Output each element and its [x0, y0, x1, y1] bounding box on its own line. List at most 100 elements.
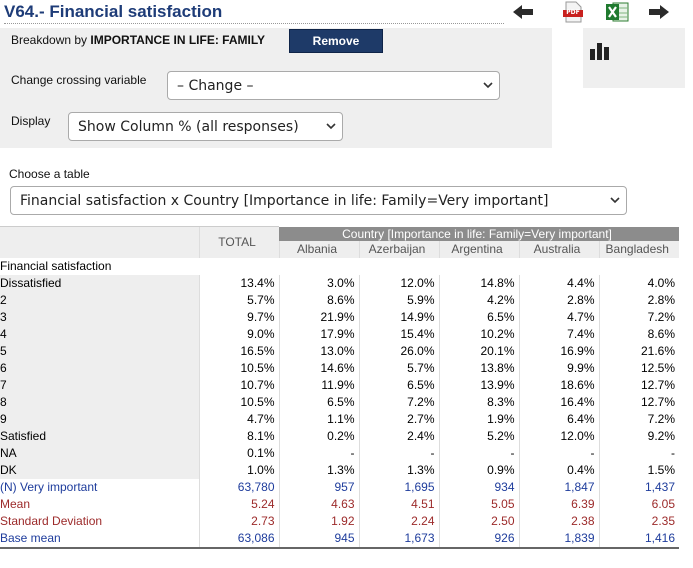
total-cell: 10.7% — [198, 376, 279, 394]
value-cell: 18.6% — [518, 376, 599, 394]
page-title: V64.- Financial satisfaction — [4, 2, 223, 21]
value-cell: 6.5% — [438, 308, 519, 326]
value-cell: 2.50 — [438, 512, 519, 530]
total-cell: 13.4% — [198, 274, 279, 292]
value-cell: 2.8% — [598, 291, 679, 309]
arrow-left-icon[interactable] — [509, 0, 537, 24]
value-cell: 957 — [278, 478, 359, 496]
value-cell: 5.2% — [438, 427, 519, 445]
crossing-select[interactable]: – Change – — [167, 71, 500, 100]
table-row: DK 1.0% 1.3% 1.3% 0.9% 0.4% 1.5% — [0, 461, 679, 479]
total-cell: 63,086 — [198, 529, 279, 549]
total-cell: 4.7% — [198, 410, 279, 428]
column-header[interactable]: Azerbaijan — [358, 240, 439, 258]
row-label: 7 — [0, 376, 199, 394]
column-header[interactable]: Albania — [278, 240, 359, 258]
total-cell: 0.1% — [198, 444, 279, 462]
value-cell: 1.92 — [278, 512, 359, 530]
value-cell: 1.3% — [358, 461, 439, 479]
chevron-down-icon — [477, 79, 499, 92]
row-label: Mean — [0, 496, 31, 511]
row-label: (N) Very important — [0, 479, 98, 494]
value-cell: 4.2% — [438, 291, 519, 309]
row-label: 4 — [0, 325, 199, 343]
value-cell: 14.8% — [438, 274, 519, 292]
value-cell: 926 — [438, 529, 519, 549]
value-cell: - — [518, 444, 599, 462]
table-value: Financial satisfaction x Country [Import… — [20, 192, 549, 209]
arrow-right-icon[interactable] — [645, 0, 673, 24]
value-cell: 9.2% — [598, 427, 679, 445]
toolbar: PDF — [505, 0, 693, 24]
display-select[interactable]: Show Column % (all responses) — [68, 112, 343, 141]
table-row: NA 0.1% - - - - - — [0, 444, 679, 462]
value-cell: 1.9% — [438, 410, 519, 428]
value-cell: 1,673 — [358, 529, 439, 549]
value-cell: 5.05 — [438, 495, 519, 513]
column-header[interactable]: Bangladesh — [598, 240, 679, 258]
chevron-down-icon — [604, 194, 626, 207]
value-cell: 26.0% — [358, 342, 439, 360]
total-cell: 1.0% — [198, 461, 279, 479]
column-header[interactable]: Argentina — [438, 240, 519, 258]
value-cell: 13.0% — [278, 342, 359, 360]
excel-icon[interactable] — [603, 0, 631, 24]
value-cell: 7.2% — [358, 393, 439, 411]
page-title-bar: V64.- Financial satisfaction — [4, 1, 504, 24]
remove-button[interactable]: Remove — [289, 29, 383, 53]
total-cell: 5.7% — [198, 291, 279, 309]
total-cell: 2.73 — [198, 512, 279, 530]
table-select[interactable]: Financial satisfaction x Country [Import… — [10, 186, 627, 215]
table-body: Financial satisfaction Dissatisfied 13.4%… — [0, 258, 679, 549]
value-cell: 1,847 — [518, 478, 599, 496]
row-label: 5 — [0, 342, 199, 360]
value-cell: 2.38 — [518, 512, 599, 530]
value-cell: 6.4% — [518, 410, 599, 428]
total-cell: 10.5% — [198, 359, 279, 377]
bar-chart-icon[interactable] — [589, 40, 613, 65]
value-cell: 13.8% — [438, 359, 519, 377]
value-cell: 20.1% — [438, 342, 519, 360]
column-headers: Albania Azerbaijan Argentina Australia B… — [0, 240, 679, 258]
total-cell: 9.7% — [198, 308, 279, 326]
value-cell: 2.7% — [358, 410, 439, 428]
table-row: (N) Very important 63,780 957 1,695 934 1,847… — [0, 478, 679, 496]
value-cell: 9.9% — [518, 359, 599, 377]
value-cell: 16.4% — [518, 393, 599, 411]
breakdown-value: IMPORTANCE IN LIFE: FAMILY — [90, 33, 266, 47]
value-cell: 4.0% — [598, 274, 679, 292]
crossing-value: – Change – — [177, 77, 254, 94]
table-row: 5 16.5% 13.0% 26.0% 20.1% 16.9% 21.6% — [0, 342, 679, 360]
breakdown-label: Breakdown by IMPORTANCE IN LIFE: FAMILY — [11, 33, 265, 47]
value-cell: 7.2% — [598, 410, 679, 428]
table-row: 6 10.5% 14.6% 5.7% 13.8% 9.9% 12.5% — [0, 359, 679, 377]
value-cell: 14.6% — [278, 359, 359, 377]
crossing-label: Change crossing variable — [11, 73, 147, 87]
value-cell: - — [598, 444, 679, 462]
value-cell: 4.51 — [358, 495, 439, 513]
column-header[interactable]: Australia — [518, 240, 599, 258]
total-cell: 10.5% — [198, 393, 279, 411]
value-cell: - — [278, 444, 359, 462]
value-cell: - — [438, 444, 519, 462]
value-cell: 1,839 — [518, 529, 599, 549]
total-cell: 16.5% — [198, 342, 279, 360]
value-cell: 11.9% — [278, 376, 359, 394]
row-label: DK — [0, 461, 199, 479]
table-row: 8 10.5% 6.5% 7.2% 8.3% 16.4% 12.7% — [0, 393, 679, 411]
value-cell: 1.1% — [278, 410, 359, 428]
value-cell: 945 — [278, 529, 359, 549]
corner-cell — [0, 226, 199, 258]
chevron-down-icon — [320, 120, 342, 133]
value-cell: 8.3% — [438, 393, 519, 411]
value-cell: 16.9% — [518, 342, 599, 360]
row-label: Dissatisfied — [0, 274, 199, 292]
row-label: Satisfied — [0, 427, 199, 445]
row-label: 6 — [0, 359, 199, 377]
chart-view-panel — [583, 28, 685, 88]
value-cell: 4.4% — [518, 274, 599, 292]
value-cell: 1,416 — [598, 529, 679, 549]
row-label: NA — [0, 444, 199, 462]
pdf-icon[interactable]: PDF — [559, 0, 587, 24]
table-row: 2 5.7% 8.6% 5.9% 4.2% 2.8% 2.8% — [0, 291, 679, 309]
